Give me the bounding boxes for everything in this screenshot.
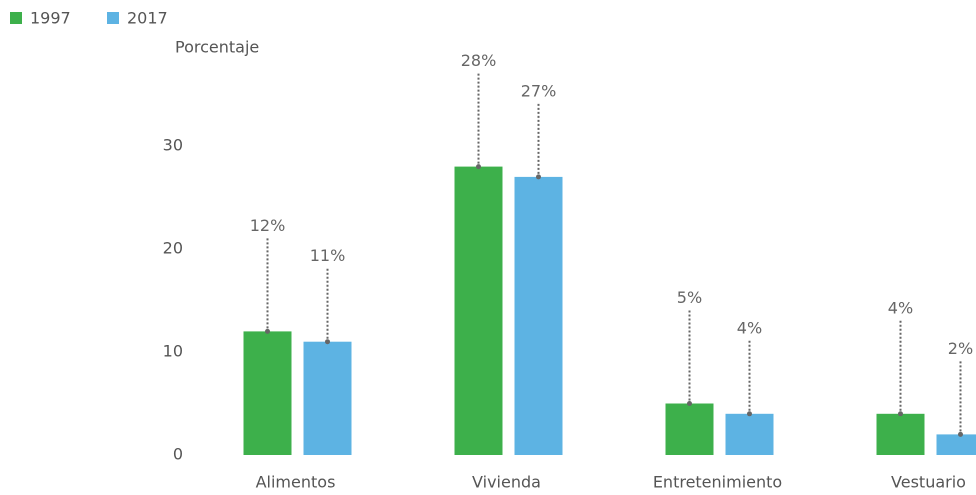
y-tick-label: 30 bbox=[163, 136, 183, 155]
value-label: 11% bbox=[310, 246, 346, 265]
bar bbox=[876, 413, 925, 455]
bar bbox=[725, 413, 774, 455]
legend-swatch bbox=[107, 12, 119, 24]
leader-dot bbox=[687, 401, 692, 406]
leader-dot bbox=[325, 339, 330, 345]
bar bbox=[514, 176, 563, 455]
y-tick-label: 0 bbox=[173, 445, 183, 464]
x-tick-label: Vestuario bbox=[891, 473, 966, 492]
value-label: 4% bbox=[737, 318, 762, 337]
bar bbox=[936, 434, 976, 455]
value-label: 27% bbox=[521, 81, 557, 100]
bar bbox=[454, 166, 503, 455]
y-axis-label: Porcentaje bbox=[175, 38, 259, 57]
leader-dot bbox=[958, 431, 963, 437]
value-label: 4% bbox=[888, 298, 913, 317]
legend-swatch bbox=[10, 12, 22, 24]
y-tick-label: 10 bbox=[163, 342, 183, 361]
leader-dot bbox=[536, 174, 541, 180]
x-tick-label: Vivienda bbox=[472, 473, 541, 492]
bar bbox=[665, 403, 714, 455]
bar bbox=[303, 341, 352, 455]
leader-dot bbox=[898, 411, 903, 417]
value-label: 12% bbox=[250, 216, 286, 235]
leader-dot bbox=[476, 164, 481, 170]
y-tick-label: 20 bbox=[163, 239, 183, 258]
value-label: 2% bbox=[948, 339, 973, 358]
legend-label: 2017 bbox=[127, 9, 168, 28]
legend-label: 1997 bbox=[30, 9, 71, 28]
leader-dot bbox=[747, 411, 752, 417]
x-tick-label: Entretenimiento bbox=[653, 473, 782, 492]
bar bbox=[243, 331, 292, 455]
x-tick-label: Alimentos bbox=[256, 473, 336, 492]
value-label: 5% bbox=[677, 288, 702, 307]
value-label: 28% bbox=[461, 51, 497, 70]
leader-dot bbox=[265, 328, 270, 334]
